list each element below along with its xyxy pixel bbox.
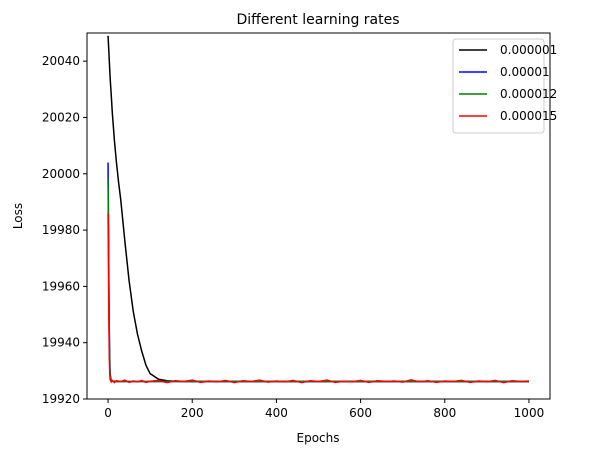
- legend-label-3: 0.000015: [500, 109, 557, 123]
- legend-label-2: 0.000012: [500, 87, 557, 101]
- x-axis-label: Epochs: [297, 431, 340, 445]
- x-axis-ticks: 0 200 400 600 800 1000: [104, 399, 544, 420]
- x-tick-label: 600: [349, 406, 372, 420]
- plot-area: [107, 35, 529, 384]
- y-tick-label: 19920: [42, 392, 80, 406]
- chart-title: Different learning rates: [236, 12, 399, 28]
- legend-box: [452, 38, 545, 134]
- legend-label-1: 0.00001: [500, 65, 550, 79]
- x-tick-label: 1000: [514, 406, 545, 420]
- x-tick-label: 400: [265, 406, 288, 420]
- x-tick-label: 800: [433, 406, 456, 420]
- y-tick-label: 19940: [42, 336, 80, 350]
- x-tick-label: 200: [181, 406, 204, 420]
- legend: 0.000001 0.00001 0.000012 0.000015: [452, 38, 557, 134]
- axes-frame: [86, 32, 551, 400]
- y-tick-label: 19980: [42, 223, 80, 237]
- legend-label-0: 0.000001: [500, 43, 557, 57]
- y-tick-label: 19960: [42, 279, 80, 293]
- y-tick-label: 20000: [42, 167, 80, 181]
- series-line-3: [107, 213, 529, 384]
- y-axis-ticks: 19920 19940 19960 19980 20000 20020 20040: [42, 54, 87, 406]
- x-tick-label: 0: [104, 406, 112, 420]
- y-axis-label: Loss: [11, 203, 25, 229]
- y-tick-label: 20040: [42, 54, 80, 68]
- y-tick-label: 20020: [42, 110, 80, 124]
